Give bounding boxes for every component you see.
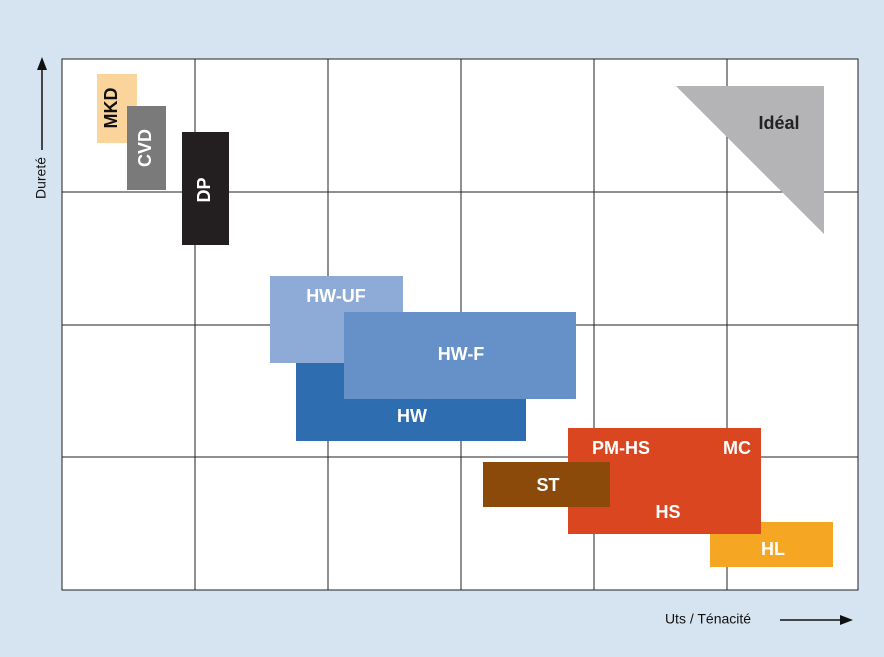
box-cvd <box>127 106 166 190</box>
label-hl: HL <box>761 539 785 559</box>
label-dp: DP <box>194 177 214 202</box>
label-st: ST <box>536 475 559 495</box>
box-st <box>483 462 610 507</box>
ideal-label: Idéal <box>758 113 799 133</box>
label-hw-f: HW-F <box>438 344 485 364</box>
y-axis-label: Dureté <box>33 157 49 199</box>
y-arrow-head <box>37 57 47 70</box>
label-mc: MC <box>723 438 751 458</box>
ideal-triangle <box>676 86 824 234</box>
x-axis-label: Uts / Ténacité <box>665 611 751 627</box>
label-cvd: CVD <box>135 129 155 167</box>
label-hw: HW <box>397 406 427 426</box>
box-dp <box>182 132 229 245</box>
label-pm-hs: PM-HS <box>592 438 650 458</box>
label-hw-uf: HW-UF <box>306 286 366 306</box>
label-hs: HS <box>655 502 680 522</box>
label-mkd: MKD <box>101 88 121 129</box>
x-arrow-head <box>840 615 853 625</box>
box-hw-f <box>344 312 576 399</box>
